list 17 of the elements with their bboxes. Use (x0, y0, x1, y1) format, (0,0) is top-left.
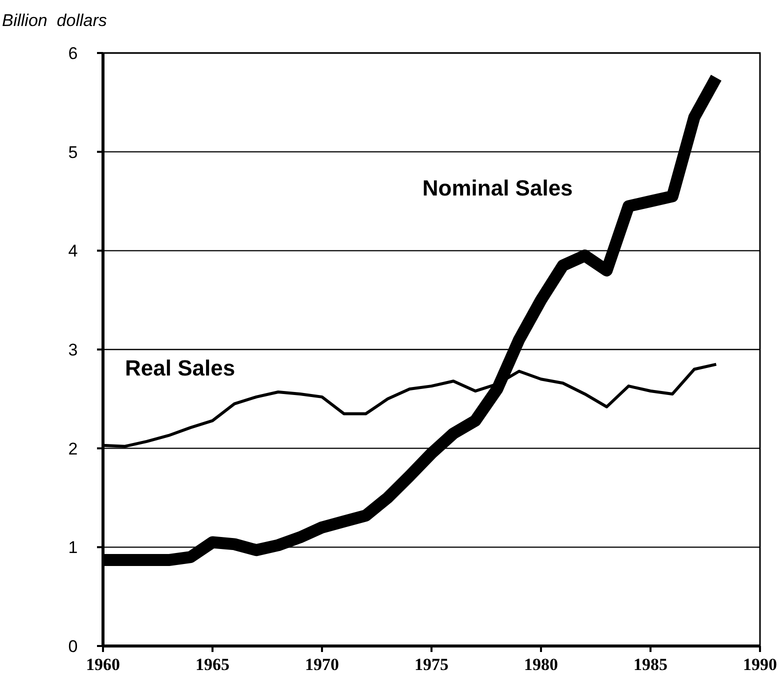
y-tick-label: 6 (68, 44, 78, 63)
x-tick-label: 1985 (634, 655, 668, 674)
series-label: Real Sales (125, 355, 236, 380)
x-tick-label: 1965 (196, 655, 230, 674)
y-tick-label: 0 (68, 636, 78, 656)
y-tick-label: 4 (68, 242, 78, 261)
x-tick-label: 1970 (305, 655, 339, 674)
y-tick-label: 3 (68, 340, 78, 360)
y-tick-label: 5 (68, 142, 78, 162)
x-tick-label: 1960 (86, 655, 120, 674)
y-axis-title: Billion dollars (2, 11, 108, 30)
y-tick-label: 2 (68, 439, 78, 458)
x-tick-label: 1975 (414, 655, 448, 674)
text: Nominal Sales (422, 176, 573, 201)
x-tick-label: 1990 (743, 655, 777, 674)
x-tick-label: 1980 (524, 655, 558, 674)
y-tick-label: 1 (68, 538, 78, 558)
